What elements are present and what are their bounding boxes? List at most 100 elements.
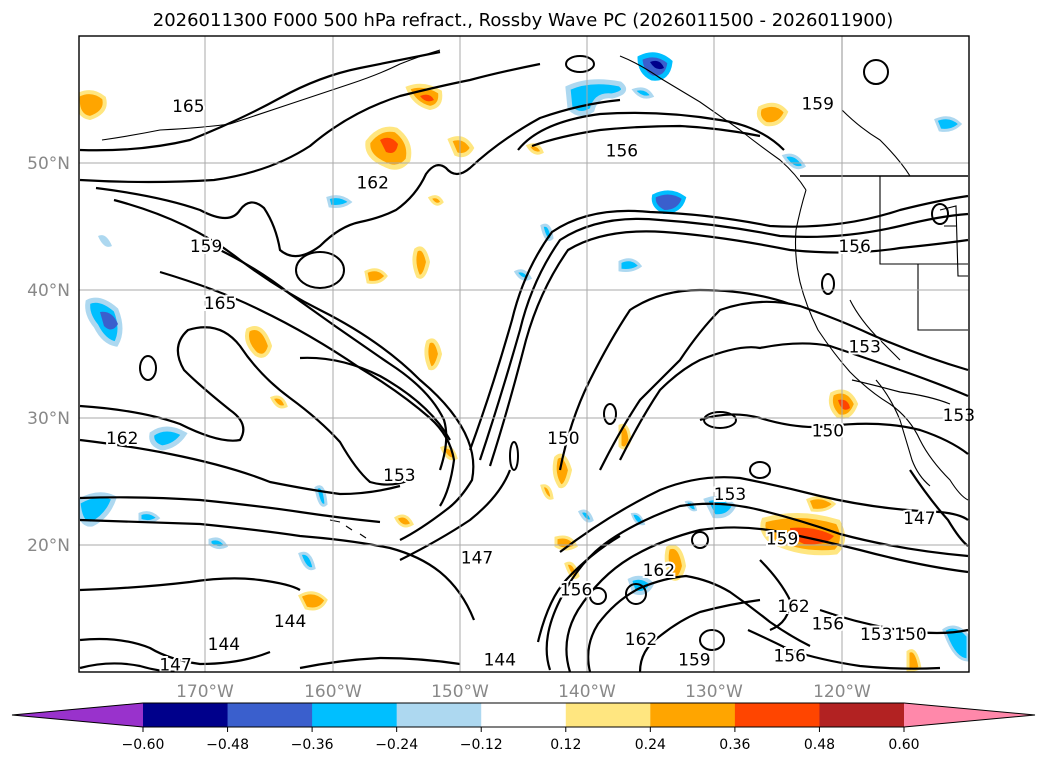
- contour-line: [545, 502, 969, 671]
- contour-line: [95, 98, 621, 258]
- colorbar-segment: [143, 703, 229, 727]
- contour-label: 153: [943, 406, 975, 426]
- anomaly-blob: [100, 311, 118, 330]
- anomaly-blob: [650, 60, 664, 70]
- colorbar-segment: [650, 703, 736, 727]
- anomaly-blob: [934, 116, 963, 132]
- anomaly-blob: [577, 509, 594, 523]
- contour-line: [79, 438, 401, 496]
- anomaly-blob: [380, 137, 398, 153]
- contour-line: [468, 194, 969, 451]
- colorbar-tick-label: 0.24: [635, 737, 666, 753]
- contour-line: [79, 518, 476, 621]
- colorbar-tick-label: −0.60: [122, 737, 165, 753]
- anomaly-blob: [298, 591, 328, 611]
- contour-loop: [703, 411, 737, 429]
- contour-labels: 1651621591651561591561531501531501621531…: [104, 92, 977, 677]
- anomaly-blob: [942, 625, 969, 662]
- contour-loop: [603, 403, 617, 425]
- colorbar-extend-low: [12, 703, 143, 727]
- contour-loop: [749, 461, 771, 479]
- colorbar-tick-label: 0.60: [888, 737, 919, 753]
- colorbar-tick-label: −0.48: [206, 737, 249, 753]
- x-axis: 170°W 160°W 150°W 140°W 130°W 120°W: [176, 682, 871, 702]
- x-tick-label: 120°W: [813, 682, 871, 702]
- colorbar-segment: [565, 703, 651, 727]
- coastline: [875, 379, 931, 487]
- contour-line: [759, 559, 792, 632]
- contour-label: 150: [812, 421, 844, 441]
- colorbar-segment: [396, 703, 482, 727]
- anomaly-blob: [394, 514, 414, 528]
- contour-loop: [931, 203, 949, 225]
- contour-loop: [139, 355, 157, 381]
- refractivity-contours: [79, 50, 969, 672]
- contour-loop: [565, 55, 595, 73]
- anomaly-blob: [424, 338, 443, 371]
- contour-label: 162: [777, 597, 809, 617]
- contour-line: [565, 526, 969, 672]
- colorbar-segment: [819, 703, 905, 727]
- contour-line: [638, 598, 761, 672]
- anomaly-blob: [554, 535, 578, 551]
- contour-line: [79, 326, 411, 486]
- contour-label: 144: [484, 650, 516, 670]
- colorbar-segment: [481, 703, 567, 727]
- contour-line: [558, 288, 791, 471]
- colorbar-segment: [227, 703, 313, 727]
- coastlines: [101, 36, 969, 539]
- contour-line: [219, 249, 448, 471]
- contour-line: [587, 574, 811, 672]
- contour-line: [517, 111, 785, 151]
- colorbar-tick-label: −0.36: [291, 737, 334, 753]
- map-frame: [78, 35, 970, 673]
- y-axis: 50°N 40°N 30°N 20°N: [27, 154, 70, 556]
- contour-line: [299, 656, 461, 670]
- colorbar-tick-label: 0.36: [719, 737, 750, 753]
- contour-label: 156: [838, 237, 870, 257]
- contour-label: 147: [159, 655, 191, 675]
- y-tick-label: 50°N: [27, 154, 70, 174]
- contour-line: [747, 628, 941, 670]
- contour-label: 147: [461, 549, 493, 569]
- y-tick-label: 20°N: [27, 536, 70, 556]
- contour-line: [159, 270, 456, 507]
- anomaly-blob: [326, 195, 353, 208]
- contour-line: [299, 356, 451, 441]
- anomaly-blob: [447, 136, 475, 158]
- contour-label: 156: [773, 647, 805, 667]
- anomaly-blob: [420, 94, 434, 102]
- colorbar-tick-label: −0.12: [460, 737, 503, 753]
- x-tick-label: 160°W: [304, 682, 362, 702]
- contour-label: 165: [204, 294, 236, 314]
- contour-label: 144: [274, 612, 306, 632]
- anomaly-blob: [138, 511, 161, 524]
- contour-line: [536, 535, 621, 643]
- contour-label: 153: [860, 625, 892, 645]
- contour-line: [79, 50, 441, 152]
- contour-label: 153: [848, 337, 880, 357]
- contour-loop: [863, 59, 889, 85]
- contour-loop: [821, 273, 835, 295]
- contour-line: [699, 413, 969, 455]
- colorbar-segment: [734, 703, 820, 727]
- contour-label: 162: [625, 630, 657, 650]
- contour-line: [79, 496, 381, 524]
- anomaly-blob: [838, 399, 850, 410]
- anomaly-blob: [412, 246, 431, 279]
- contour-label: 153: [383, 466, 415, 486]
- contour-line: [488, 230, 969, 467]
- contour-label: 144: [208, 635, 240, 655]
- anomaly-blob: [298, 551, 316, 571]
- coastline: [101, 49, 807, 191]
- x-tick-label: 140°W: [558, 682, 616, 702]
- contour-label: 156: [606, 142, 638, 162]
- contour-line: [909, 469, 969, 547]
- contour-loop: [589, 587, 607, 605]
- colorbar-tick-label: −0.24: [375, 737, 418, 753]
- island: [329, 519, 367, 539]
- contour-label: 153: [714, 485, 746, 505]
- contour-loop: [295, 251, 345, 289]
- anomaly-blob: [631, 87, 655, 99]
- contour-label: 165: [172, 97, 204, 117]
